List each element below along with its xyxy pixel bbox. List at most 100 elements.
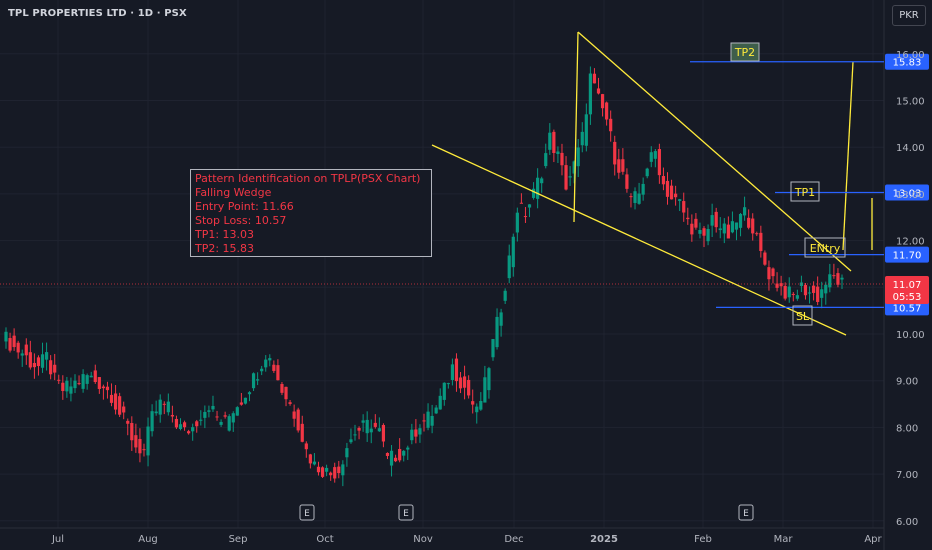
candle-body [682, 201, 686, 213]
candle-body [81, 374, 85, 389]
price-tick-label: 16.00 [896, 50, 925, 61]
level-price-badge [885, 246, 929, 263]
candle-body [215, 416, 219, 418]
candle-body [268, 358, 272, 361]
candle-body [531, 188, 536, 198]
candle-body [381, 424, 386, 442]
candle-body [706, 228, 710, 242]
price-tick-label: 15.00 [896, 97, 925, 108]
candle-body [471, 401, 475, 405]
candle-body [840, 277, 844, 280]
candle-body [783, 285, 787, 299]
candle-body [146, 426, 150, 456]
candle-body [674, 193, 678, 198]
candle-body [743, 207, 747, 216]
level-price-badge [885, 53, 929, 70]
price-tick-label: 13.00 [896, 190, 925, 201]
price-tick-label: 6.00 [896, 517, 918, 528]
candle-body [284, 386, 288, 400]
candle-body [40, 354, 45, 368]
time-tick-label: Jul [51, 534, 64, 545]
candle-body [333, 467, 337, 479]
pattern-note[interactable]: Pattern Identification on TPLP(PSX Chart… [190, 169, 432, 257]
level-tag-box [730, 42, 760, 62]
candle-body [373, 422, 377, 427]
candle-body [73, 380, 77, 389]
candle-body [738, 213, 743, 228]
symbol-title[interactable]: TPL PROPERTIES LTD · 1D · PSX [8, 8, 187, 19]
candle-body [527, 204, 532, 208]
time-tick-label: 2025 [590, 534, 618, 545]
level-tag-text: SL [796, 310, 810, 323]
candle-body [341, 464, 345, 476]
level-price-text: 11.70 [893, 251, 922, 262]
candle-body [588, 73, 592, 115]
candle-body [312, 461, 317, 465]
candle-body [166, 401, 170, 413]
candle-body [645, 168, 649, 177]
candle-body [458, 377, 463, 389]
candle-body [296, 409, 300, 431]
candle-body [345, 448, 349, 458]
candle-body [97, 377, 101, 389]
candle-body [122, 406, 126, 413]
candle-body [36, 357, 41, 367]
candle-body [515, 212, 519, 233]
candle-body [462, 376, 467, 388]
earnings-marker-label: E [743, 509, 749, 519]
currency-badge[interactable]: PKR [892, 5, 926, 26]
candle-body [308, 454, 312, 464]
candle-body [353, 434, 357, 436]
level-tag-text: TP2 [734, 46, 755, 59]
candle-body [605, 102, 609, 120]
candle-body [256, 379, 260, 381]
countdown-text: 05:53 [893, 292, 922, 303]
candle-body [600, 94, 605, 109]
note-line: Stop Loss: 10.57 [195, 214, 287, 227]
candle-body [576, 147, 580, 167]
candle-body [410, 429, 414, 441]
candle-body [609, 118, 613, 132]
candle-body [292, 411, 296, 419]
candle-body [726, 224, 730, 239]
wedge-left-line [573, 31, 579, 223]
candle-body [519, 202, 523, 204]
time-tick-label: Dec [504, 534, 523, 545]
candle-body [779, 283, 783, 287]
candle-body [369, 428, 373, 433]
candle-body [730, 221, 735, 233]
level-tag-text: TP1 [794, 186, 815, 199]
candle-body [816, 286, 820, 302]
candle-body [836, 273, 840, 285]
candle-body [536, 177, 540, 199]
candle-body [357, 427, 361, 431]
candle-body [219, 421, 223, 425]
candle-body [260, 368, 264, 372]
candle-body [637, 193, 641, 204]
candle-body [280, 384, 284, 393]
wedge-lower-line [431, 144, 847, 336]
candle-body [93, 370, 97, 383]
candle-body [89, 375, 93, 378]
price-tick-label: 9.00 [896, 377, 918, 388]
candle-body [61, 382, 65, 391]
candle-body [434, 407, 438, 414]
candle-body [365, 419, 369, 434]
candle-body [251, 373, 256, 389]
candle-body [223, 415, 227, 417]
price-tick-label: 7.00 [896, 470, 918, 481]
candle-body [657, 149, 661, 176]
candle-body [718, 228, 722, 231]
note-line: TP1: 13.03 [195, 228, 255, 241]
candle-body [85, 375, 89, 384]
candle-body [560, 152, 564, 166]
candle-body [795, 295, 799, 299]
candle-body [191, 427, 195, 432]
earnings-marker [299, 504, 315, 521]
candle-body [24, 344, 28, 356]
candle-body [227, 416, 231, 431]
candle-body [511, 236, 515, 268]
candle-body [134, 435, 138, 448]
